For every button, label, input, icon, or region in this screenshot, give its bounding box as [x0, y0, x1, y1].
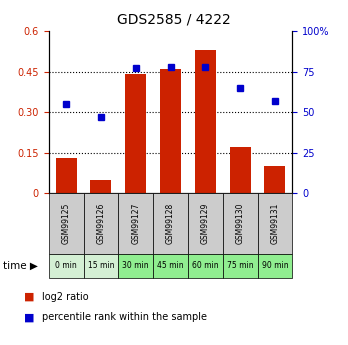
Bar: [153, 193, 188, 254]
Text: GSM99127: GSM99127: [131, 203, 140, 244]
Bar: [188, 193, 223, 254]
Bar: [84, 254, 118, 278]
Text: GSM99130: GSM99130: [236, 203, 245, 244]
Text: GDS2585 / 4222: GDS2585 / 4222: [117, 12, 231, 26]
Text: percentile rank within the sample: percentile rank within the sample: [42, 313, 207, 322]
Bar: [230, 147, 251, 193]
Bar: [118, 193, 153, 254]
Bar: [258, 254, 292, 278]
Bar: [195, 50, 216, 193]
Text: 60 min: 60 min: [192, 261, 219, 270]
Bar: [90, 180, 111, 193]
Text: GSM99128: GSM99128: [166, 203, 175, 244]
Text: GSM99126: GSM99126: [96, 203, 105, 244]
Bar: [258, 193, 292, 254]
Text: GSM99125: GSM99125: [62, 203, 71, 244]
Text: log2 ratio: log2 ratio: [42, 292, 88, 302]
Bar: [264, 166, 285, 193]
Text: 45 min: 45 min: [157, 261, 184, 270]
Text: 15 min: 15 min: [88, 261, 114, 270]
Bar: [223, 254, 258, 278]
Bar: [49, 254, 84, 278]
Bar: [153, 254, 188, 278]
Text: time ▶: time ▶: [3, 261, 38, 270]
Bar: [188, 254, 223, 278]
Text: GSM99129: GSM99129: [201, 203, 210, 244]
Bar: [84, 193, 118, 254]
Bar: [125, 74, 146, 193]
Text: GSM99131: GSM99131: [270, 203, 279, 244]
Text: 75 min: 75 min: [227, 261, 253, 270]
Text: ■: ■: [24, 313, 35, 322]
Text: 0 min: 0 min: [55, 261, 77, 270]
Bar: [49, 193, 84, 254]
Text: 90 min: 90 min: [262, 261, 288, 270]
Bar: [223, 193, 258, 254]
Bar: [118, 254, 153, 278]
Bar: [160, 69, 181, 193]
Text: 30 min: 30 min: [122, 261, 149, 270]
Bar: [56, 158, 77, 193]
Text: ■: ■: [24, 292, 35, 302]
